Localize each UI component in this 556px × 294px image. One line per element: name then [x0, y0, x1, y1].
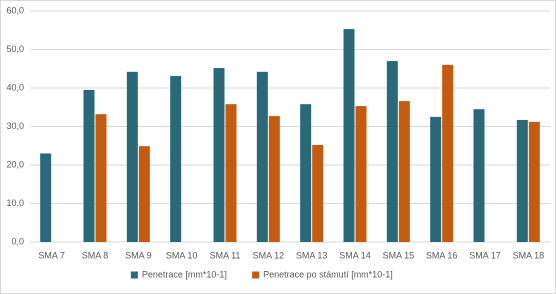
- x-tick-label: SMA 9: [125, 250, 152, 260]
- legend-label: Penetrace po stámutí [mm*10-1]: [263, 269, 393, 279]
- bar: [473, 109, 485, 242]
- bar: [225, 104, 237, 242]
- bar: [398, 101, 410, 242]
- bar: [268, 116, 280, 242]
- bar: [343, 29, 355, 242]
- y-tick-label: 10,0: [6, 198, 24, 208]
- bar: [83, 89, 95, 242]
- x-tick-label: SMA 14: [339, 250, 371, 260]
- x-tick-label: SMA 17: [469, 250, 501, 260]
- x-tick-label: SMA 8: [82, 250, 109, 260]
- bar: [516, 119, 528, 242]
- bar: [386, 61, 398, 242]
- y-tick-label: 40,0: [6, 82, 24, 92]
- legend-swatch: [252, 271, 260, 279]
- y-tick-label: 50,0: [6, 44, 24, 54]
- x-tick-label: SMA 18: [513, 250, 545, 260]
- bar: [95, 114, 107, 242]
- bar: [126, 71, 138, 242]
- bar: [40, 153, 52, 242]
- y-tick-label: 20,0: [6, 159, 24, 169]
- bar: [300, 104, 312, 242]
- legend-swatch: [130, 271, 138, 279]
- x-tick-label: SMA 10: [166, 250, 198, 260]
- bar: [138, 146, 150, 242]
- bar: [528, 121, 540, 242]
- y-tick-label: 60,0: [6, 5, 24, 15]
- bar: [256, 71, 268, 242]
- x-tick-label: SMA 11: [210, 250, 241, 260]
- y-tick-label: 30,0: [6, 121, 24, 131]
- x-tick-label: SMA 12: [253, 250, 285, 260]
- bar: [430, 116, 442, 242]
- bar: [312, 144, 324, 242]
- legend-label: Penetrace [mm*10-1]: [142, 269, 227, 279]
- bar: [355, 106, 367, 242]
- x-tick-label: SMA 7: [38, 250, 65, 260]
- bar: [213, 67, 225, 242]
- bar: [442, 64, 454, 243]
- y-tick-label: 0,0: [11, 236, 24, 246]
- x-tick-label: SMA 13: [296, 250, 328, 260]
- bar: [170, 76, 182, 242]
- x-tick-label: SMA 16: [426, 250, 458, 260]
- x-tick-label: SMA 15: [383, 250, 415, 260]
